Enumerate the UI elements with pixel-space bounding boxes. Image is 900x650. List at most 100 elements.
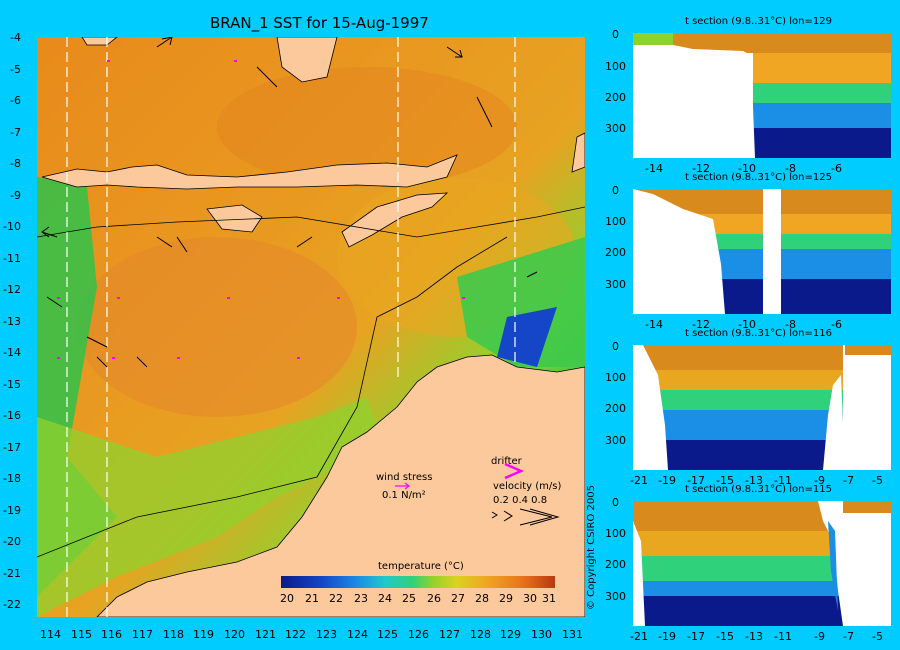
y-tick: -15 <box>3 378 21 391</box>
copyright-notice: © Copyright CSIRO 2005 <box>586 485 597 610</box>
section-plot-lon-116 <box>633 345 891 470</box>
section-2-y-tick: 100 <box>605 215 626 228</box>
x-tick: 117 <box>132 628 153 641</box>
y-tick: -6 <box>10 94 21 107</box>
section-3-y-tick: 300 <box>605 434 626 447</box>
x-tick: 119 <box>193 628 214 641</box>
thermocline-layer <box>753 83 891 103</box>
colorbar-title: temperature (°C) <box>378 561 464 572</box>
island-timor <box>341 192 449 248</box>
warm-layer <box>673 33 891 53</box>
land-mask <box>843 345 891 470</box>
island-sumba <box>206 204 263 233</box>
colorbar-tick: 27 <box>451 592 465 605</box>
colorbar-tick: 31 <box>542 592 556 605</box>
section-3-y-tick: 200 <box>605 402 626 415</box>
wind-stress-scale: 0.1 N/m² <box>382 490 426 501</box>
island <box>81 37 118 46</box>
x-tick: 121 <box>255 628 276 641</box>
x-tick: 128 <box>470 628 491 641</box>
section-1-y-tick: 200 <box>605 91 626 104</box>
deep-layer <box>633 581 891 596</box>
warm-patch <box>77 237 357 417</box>
x-tick: 129 <box>500 628 521 641</box>
thermocline-layer <box>633 390 891 410</box>
section-title-lon-116: t section (9.8..31°C) lon=116 <box>685 328 832 339</box>
section-2-y-tick: 300 <box>605 278 626 291</box>
section-lon-116-svg <box>633 345 891 470</box>
colorbar-tick: 23 <box>354 592 368 605</box>
section-2-y-tick: 200 <box>605 246 626 259</box>
section-4-x-tick: -9 <box>814 630 825 643</box>
island <box>276 37 338 83</box>
section-4-x-tick: -19 <box>658 630 676 643</box>
y-tick: -8 <box>10 157 21 170</box>
y-tick: -13 <box>3 315 21 328</box>
section-4-x-tick: -7 <box>843 630 854 643</box>
wind-stress-arrows <box>41 37 538 368</box>
x-tick: 114 <box>40 628 61 641</box>
section-4-y-tick: 0 <box>612 496 619 509</box>
section-lon-125-svg <box>633 189 891 314</box>
surface-layer <box>633 33 673 45</box>
y-tick: -20 <box>3 535 21 548</box>
section-plot-lon-129 <box>633 33 891 158</box>
cool-water-east <box>457 237 585 367</box>
surface-layer <box>843 501 891 513</box>
section-3-x-tick: -19 <box>658 474 676 487</box>
section-1-y-tick: 0 <box>612 28 619 41</box>
y-tick: -16 <box>3 409 21 422</box>
warm-layer <box>753 53 891 83</box>
x-tick: 122 <box>285 628 306 641</box>
section-4-x-tick: -11 <box>774 630 792 643</box>
x-tick: 118 <box>163 628 184 641</box>
section-title-lon-129: t section (9.8..31°C) lon=129 <box>685 16 832 27</box>
section-plot-lon-125 <box>633 189 891 314</box>
bathymetry-shelf <box>633 189 725 314</box>
colorbar <box>281 576 555 588</box>
drifter-points <box>57 60 465 359</box>
y-tick: -7 <box>10 126 21 139</box>
y-tick: -5 <box>10 63 21 76</box>
bathymetry-shelf <box>633 345 668 470</box>
section-4-y-tick: 300 <box>605 590 626 603</box>
section-4-x-tick: -5 <box>872 630 883 643</box>
deep-layer <box>753 103 891 128</box>
y-tick: -14 <box>3 346 21 359</box>
section-3-x-tick: -7 <box>843 474 854 487</box>
cold-pool <box>497 307 557 367</box>
section-lon-129-svg <box>633 33 891 158</box>
depth-contour <box>37 206 585 558</box>
x-tick: 120 <box>224 628 245 641</box>
x-tick: 123 <box>316 628 337 641</box>
wind-stress-arrow-icon <box>395 482 410 490</box>
y-tick: -12 <box>3 283 21 296</box>
section-3-y-tick: 100 <box>605 371 626 384</box>
section-1-x-tick: -10 <box>738 162 756 175</box>
section-1-x-tick: -6 <box>831 162 842 175</box>
section-1-y-tick: 300 <box>605 122 626 135</box>
colorbar-tick: 26 <box>427 592 441 605</box>
warm-layer <box>633 370 891 390</box>
sst-map <box>37 37 585 617</box>
section-3-x-tick: -15 <box>716 474 734 487</box>
warm-patch <box>217 67 517 187</box>
section-plot-lon-115 <box>633 501 891 626</box>
bathymetry-gap <box>763 189 781 314</box>
section-2-x-tick: -12 <box>692 318 710 331</box>
bathymetry-shelf <box>633 521 645 626</box>
y-tick: -17 <box>3 441 21 454</box>
section-1-x-tick: -14 <box>645 162 663 175</box>
bathymetry-ridge <box>823 375 845 470</box>
drifter-icon <box>504 462 525 480</box>
velocity-arrows-icon <box>491 508 560 526</box>
colorbar-tick: 20 <box>280 592 294 605</box>
section-3-y-tick: 0 <box>612 340 619 353</box>
colorbar-tick: 22 <box>329 592 343 605</box>
section-4-y-tick: 100 <box>605 527 626 540</box>
colorbar-tick: 29 <box>499 592 513 605</box>
section-2-x-tick: -10 <box>738 318 756 331</box>
surface-layer <box>845 345 891 355</box>
x-tick: 131 <box>562 628 583 641</box>
section-1-x-tick: -8 <box>785 162 796 175</box>
